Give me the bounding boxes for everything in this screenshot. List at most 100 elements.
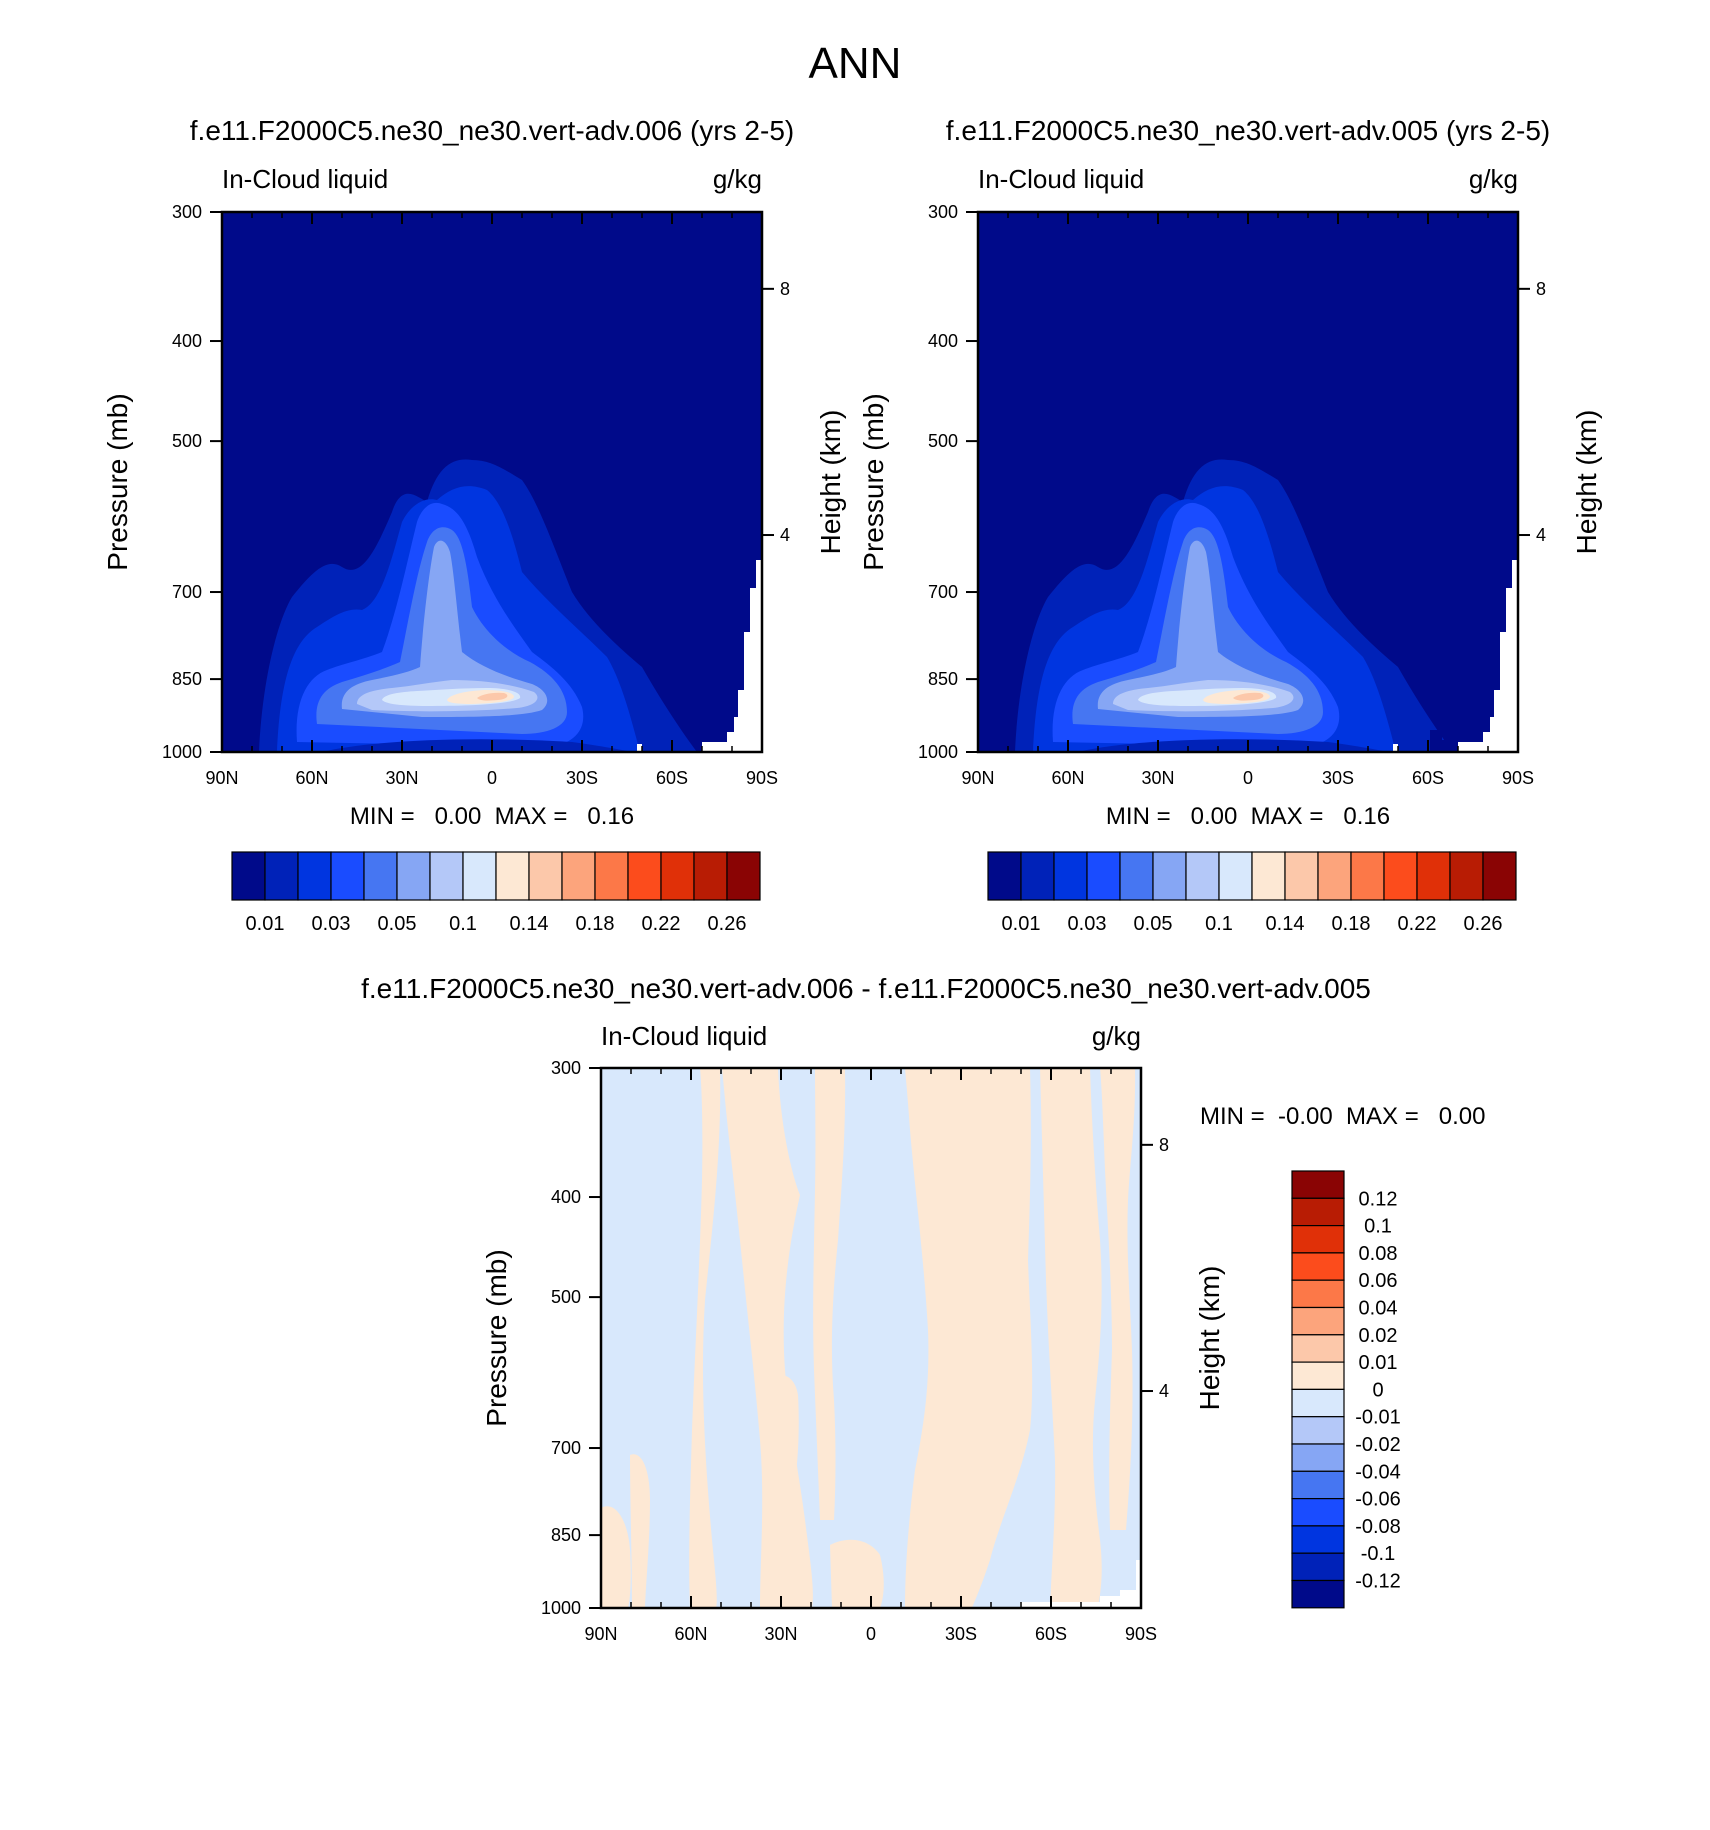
x-tick-label: 30N: [385, 768, 418, 788]
colorbar-swatch: [1291, 1279, 1345, 1309]
x-tick-label: 30S: [945, 1624, 977, 1644]
colorbar-label: 0.04: [1359, 1298, 1398, 1320]
y2-tick-label: 4: [780, 525, 790, 545]
colorbar-swatch: [1482, 851, 1517, 901]
panel-a-title: f.e11.F2000C5.ne30_ne30.vert-adv.006 (yr…: [190, 115, 794, 146]
panel-c-title: f.e11.F2000C5.ne30_ne30.vert-adv.006 - f…: [361, 973, 1371, 1004]
x-tick-label: 0: [866, 1624, 876, 1644]
panel-a-ylabel: Pressure (mb): [102, 393, 133, 570]
x-tick-label: 0: [1243, 768, 1253, 788]
colorbar-swatch: [561, 851, 596, 901]
colorbar-swatch: [1291, 1197, 1345, 1227]
colorbar-label: 0.01: [246, 913, 285, 935]
colorbar-swatch: [1291, 1306, 1345, 1336]
colorbar-label: 0.01: [1002, 913, 1041, 935]
panel-b-contour-field: [978, 212, 1518, 752]
colorbar-swatch: [231, 851, 266, 901]
x-tick-label: 30S: [1322, 768, 1354, 788]
panel-a-left-label: In-Cloud liquid: [222, 164, 388, 194]
colorbar-swatch: [1086, 851, 1121, 901]
colorbar-label: -0.1: [1361, 1543, 1395, 1565]
colorbar-swatch: [1020, 851, 1055, 901]
colorbar-label: -0.06: [1355, 1489, 1401, 1511]
panel-a-stats: MIN = 0.00 MAX = 0.16: [350, 803, 634, 830]
colorbar-swatch: [1291, 1470, 1345, 1500]
colorbar-swatch: [1119, 851, 1154, 901]
colorbar-swatch: [1218, 851, 1253, 901]
panel-c-contour-field: [601, 1068, 1141, 1608]
y-tick-label: 300: [551, 1058, 581, 1078]
colorbar-swatch: [1291, 1497, 1345, 1527]
colorbar-swatch: [1383, 851, 1418, 901]
colorbar-label: 0.03: [1068, 913, 1107, 935]
colorbar-swatch: [1291, 1525, 1345, 1554]
panel-b-ticks: 90N 60N 30N 0 30S 60S 90S 300 400 500 700 850 1000 8 4: [918, 202, 1546, 788]
colorbar-swatch: [594, 851, 629, 901]
panel-c-left-label: In-Cloud liquid: [601, 1021, 767, 1051]
y-tick-label: 700: [928, 582, 958, 602]
colorbar-swatch: [1291, 1252, 1345, 1281]
colorbar-swatch: [1291, 1170, 1345, 1199]
colorbar-label: 0.02: [1359, 1325, 1398, 1347]
colorbar-label: 0.26: [1464, 913, 1503, 935]
colorbar-swatch: [1251, 851, 1286, 901]
colorbar-label: 0.18: [1332, 913, 1371, 935]
colorbar-label: 0.1: [1364, 1216, 1392, 1238]
panel-c-y2label: Height (km): [1194, 1266, 1225, 1411]
y-tick-label: 1000: [918, 742, 958, 762]
x-tick-label: 90N: [205, 768, 238, 788]
x-tick-label: 0: [487, 768, 497, 788]
colorbar-label: -0.02: [1355, 1434, 1401, 1456]
x-tick-label: 60S: [1412, 768, 1444, 788]
colorbar-swatch: [1053, 851, 1088, 901]
panel-a-right-label: g/kg: [713, 164, 762, 194]
panel-a: f.e11.F2000C5.ne30_ne30.vert-adv.006 (yr…: [102, 115, 846, 935]
panel-a-y2label: Height (km): [815, 410, 846, 555]
figure-title: ANN: [809, 39, 902, 88]
colorbar-label: 0.06: [1359, 1270, 1398, 1292]
colorbar-label: 0.08: [1359, 1243, 1398, 1265]
colorbar-label: 0.18: [576, 913, 615, 935]
colorbar-label: 0.26: [708, 913, 747, 935]
panel-b-y2label: Height (km): [1571, 410, 1602, 555]
colorbar-swatch: [1291, 1443, 1345, 1472]
colorbar-swatch: [528, 851, 563, 901]
colorbar-swatch: [495, 851, 530, 901]
x-tick-label: 90N: [961, 768, 994, 788]
colorbar-swatch: [330, 851, 365, 901]
y-tick-label: 500: [551, 1287, 581, 1307]
panel-b-title: f.e11.F2000C5.ne30_ne30.vert-adv.005 (yr…: [946, 115, 1550, 146]
panel-b-stats: MIN = 0.00 MAX = 0.16: [1106, 803, 1390, 830]
colorbar-swatch: [1291, 1579, 1345, 1609]
y-tick-label: 500: [928, 431, 958, 451]
colorbar-swatch: [363, 851, 398, 901]
colorbar-label: -0.12: [1355, 1571, 1401, 1593]
colorbar-swatch: [462, 851, 497, 901]
colorbar-label: 0.22: [1398, 913, 1437, 935]
colorbar-swatch: [660, 851, 695, 901]
panel-c-colorbar: 0.12 0.1 0.08 0.06 0.04 0.02 0.01 0 -0.01 -0.02 -0…: [1291, 1170, 1401, 1609]
colorbar-swatch: [1284, 851, 1319, 901]
colorbar-label: -0.08: [1355, 1516, 1401, 1538]
y-tick-label: 850: [928, 669, 958, 689]
colorbar-swatch: [693, 851, 728, 901]
panel-b-right-label: g/kg: [1469, 164, 1518, 194]
x-tick-label: 30S: [566, 768, 598, 788]
colorbar-swatch: [1291, 1552, 1345, 1582]
colorbar-label: 0.22: [642, 913, 681, 935]
y-tick-label: 300: [928, 202, 958, 222]
y2-tick-label: 4: [1536, 525, 1546, 545]
colorbar-swatch: [627, 851, 662, 901]
colorbar-label: 0.05: [1134, 913, 1173, 935]
panel-c-stats: MIN = -0.00 MAX = 0.00: [1200, 1103, 1485, 1130]
y-tick-label: 850: [551, 1525, 581, 1545]
y-tick-label: 700: [551, 1438, 581, 1458]
colorbar-label: 0: [1372, 1379, 1383, 1401]
panel-a-colorbar: 0.01 0.03 0.05 0.1 0.14 0.18 0.22 0.26: [231, 851, 761, 935]
colorbar-swatch: [1291, 1334, 1345, 1363]
colorbar-label: 0.01: [1359, 1352, 1398, 1374]
panel-b: f.e11.F2000C5.ne30_ne30.vert-adv.005 (yr…: [858, 115, 1602, 935]
y2-tick-label: 8: [1536, 279, 1546, 299]
y-tick-label: 300: [172, 202, 202, 222]
y-tick-label: 850: [172, 669, 202, 689]
